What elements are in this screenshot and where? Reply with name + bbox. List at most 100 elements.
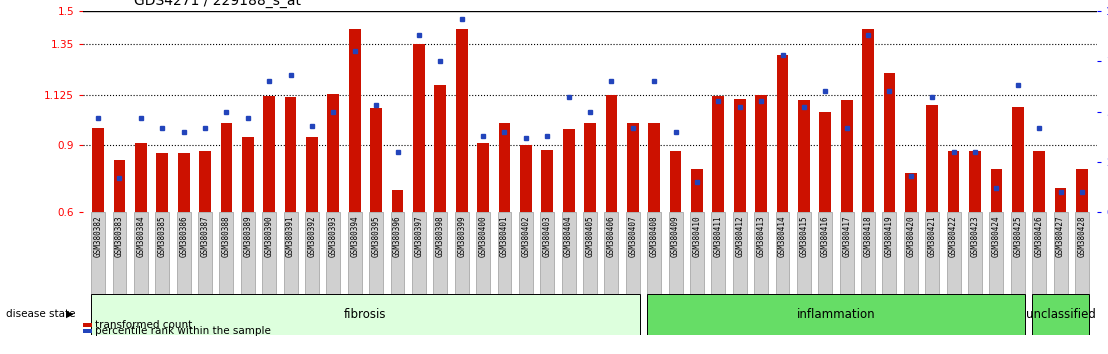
Text: GSM380427: GSM380427 [1056,216,1065,257]
Bar [135,143,146,212]
Text: GSM380392: GSM380392 [307,216,317,257]
Bar [947,151,960,212]
Text: GSM380420: GSM380420 [906,216,915,257]
Text: GSM380407: GSM380407 [628,216,637,257]
Bar [497,212,512,294]
Bar [819,212,832,294]
Text: GSM380414: GSM380414 [778,216,787,257]
Bar [925,212,940,294]
Bar [861,212,875,294]
Bar [883,73,895,212]
Bar [327,212,340,294]
Bar [563,130,575,212]
Text: GSM380428: GSM380428 [1077,216,1087,257]
Bar [733,99,746,212]
Bar [92,128,104,212]
Bar [1055,188,1066,212]
Bar [626,212,639,294]
Bar [989,212,1004,294]
Bar [882,212,896,294]
Text: transformed count: transformed count [95,320,193,330]
Bar [520,145,532,212]
Text: GSM380409: GSM380409 [671,216,680,257]
Text: GSM380418: GSM380418 [863,216,873,257]
Bar [668,212,683,294]
Text: GSM380408: GSM380408 [649,216,658,257]
Text: GSM380421: GSM380421 [927,216,936,257]
Text: unclassified: unclassified [1026,308,1096,321]
Text: GSM380424: GSM380424 [992,216,1001,257]
Bar [370,108,382,212]
Text: GSM380393: GSM380393 [329,216,338,257]
Bar [541,212,554,294]
Text: percentile rank within the sample: percentile rank within the sample [95,326,271,336]
Bar [199,151,211,212]
Bar [519,212,533,294]
Text: GSM380383: GSM380383 [115,216,124,257]
Bar [647,294,1025,335]
Bar [798,100,810,212]
Bar [242,137,254,212]
Text: GDS4271 / 229188_s_at: GDS4271 / 229188_s_at [134,0,300,8]
Bar [690,212,704,294]
Bar [240,212,255,294]
Text: GSM380399: GSM380399 [458,216,466,257]
Text: GSM380404: GSM380404 [564,216,573,257]
Text: GSM380396: GSM380396 [393,216,402,257]
Bar [476,212,490,294]
Text: GSM380417: GSM380417 [842,216,851,257]
Bar [1075,212,1089,294]
Bar [711,212,726,294]
Bar [926,105,938,212]
Bar [134,212,147,294]
Bar [732,212,747,294]
Bar [841,100,852,212]
Text: GSM380397: GSM380397 [414,216,423,257]
Text: GSM380415: GSM380415 [799,216,809,257]
Bar [946,212,961,294]
Bar [669,151,681,212]
Bar [776,212,790,294]
Text: ▶: ▶ [66,309,73,319]
Text: fibrosis: fibrosis [345,308,387,321]
Text: GSM380419: GSM380419 [885,216,894,257]
Bar [455,29,468,212]
Text: GSM380410: GSM380410 [692,216,701,257]
Bar [434,85,447,212]
Bar [499,123,511,212]
Bar [756,95,767,212]
Bar [264,96,275,212]
Bar [390,212,404,294]
Bar [478,143,489,212]
Bar [840,212,853,294]
Text: GSM380425: GSM380425 [1014,216,1023,257]
Bar [263,212,276,294]
Bar [198,212,212,294]
Bar [328,93,339,212]
Bar [177,153,189,212]
Bar [627,123,638,212]
Text: GSM380403: GSM380403 [543,216,552,257]
Bar [1033,212,1046,294]
Bar [305,212,319,294]
Bar [433,212,448,294]
Bar [755,212,768,294]
Text: GSM380385: GSM380385 [157,216,166,257]
Bar [1076,169,1088,212]
Text: disease state: disease state [6,309,75,319]
Bar [584,123,596,212]
Text: GSM380416: GSM380416 [821,216,830,257]
Text: GSM380426: GSM380426 [1035,216,1044,257]
Text: GSM380422: GSM380422 [950,216,958,257]
Bar [691,169,702,212]
Bar [369,212,383,294]
Text: GSM380401: GSM380401 [500,216,509,257]
Bar [391,190,403,212]
Bar [349,29,360,212]
Bar [797,212,811,294]
Text: GSM380394: GSM380394 [350,216,359,257]
Bar [1054,212,1067,294]
Bar [348,212,361,294]
Bar [91,294,639,335]
Text: GSM380413: GSM380413 [757,216,766,257]
